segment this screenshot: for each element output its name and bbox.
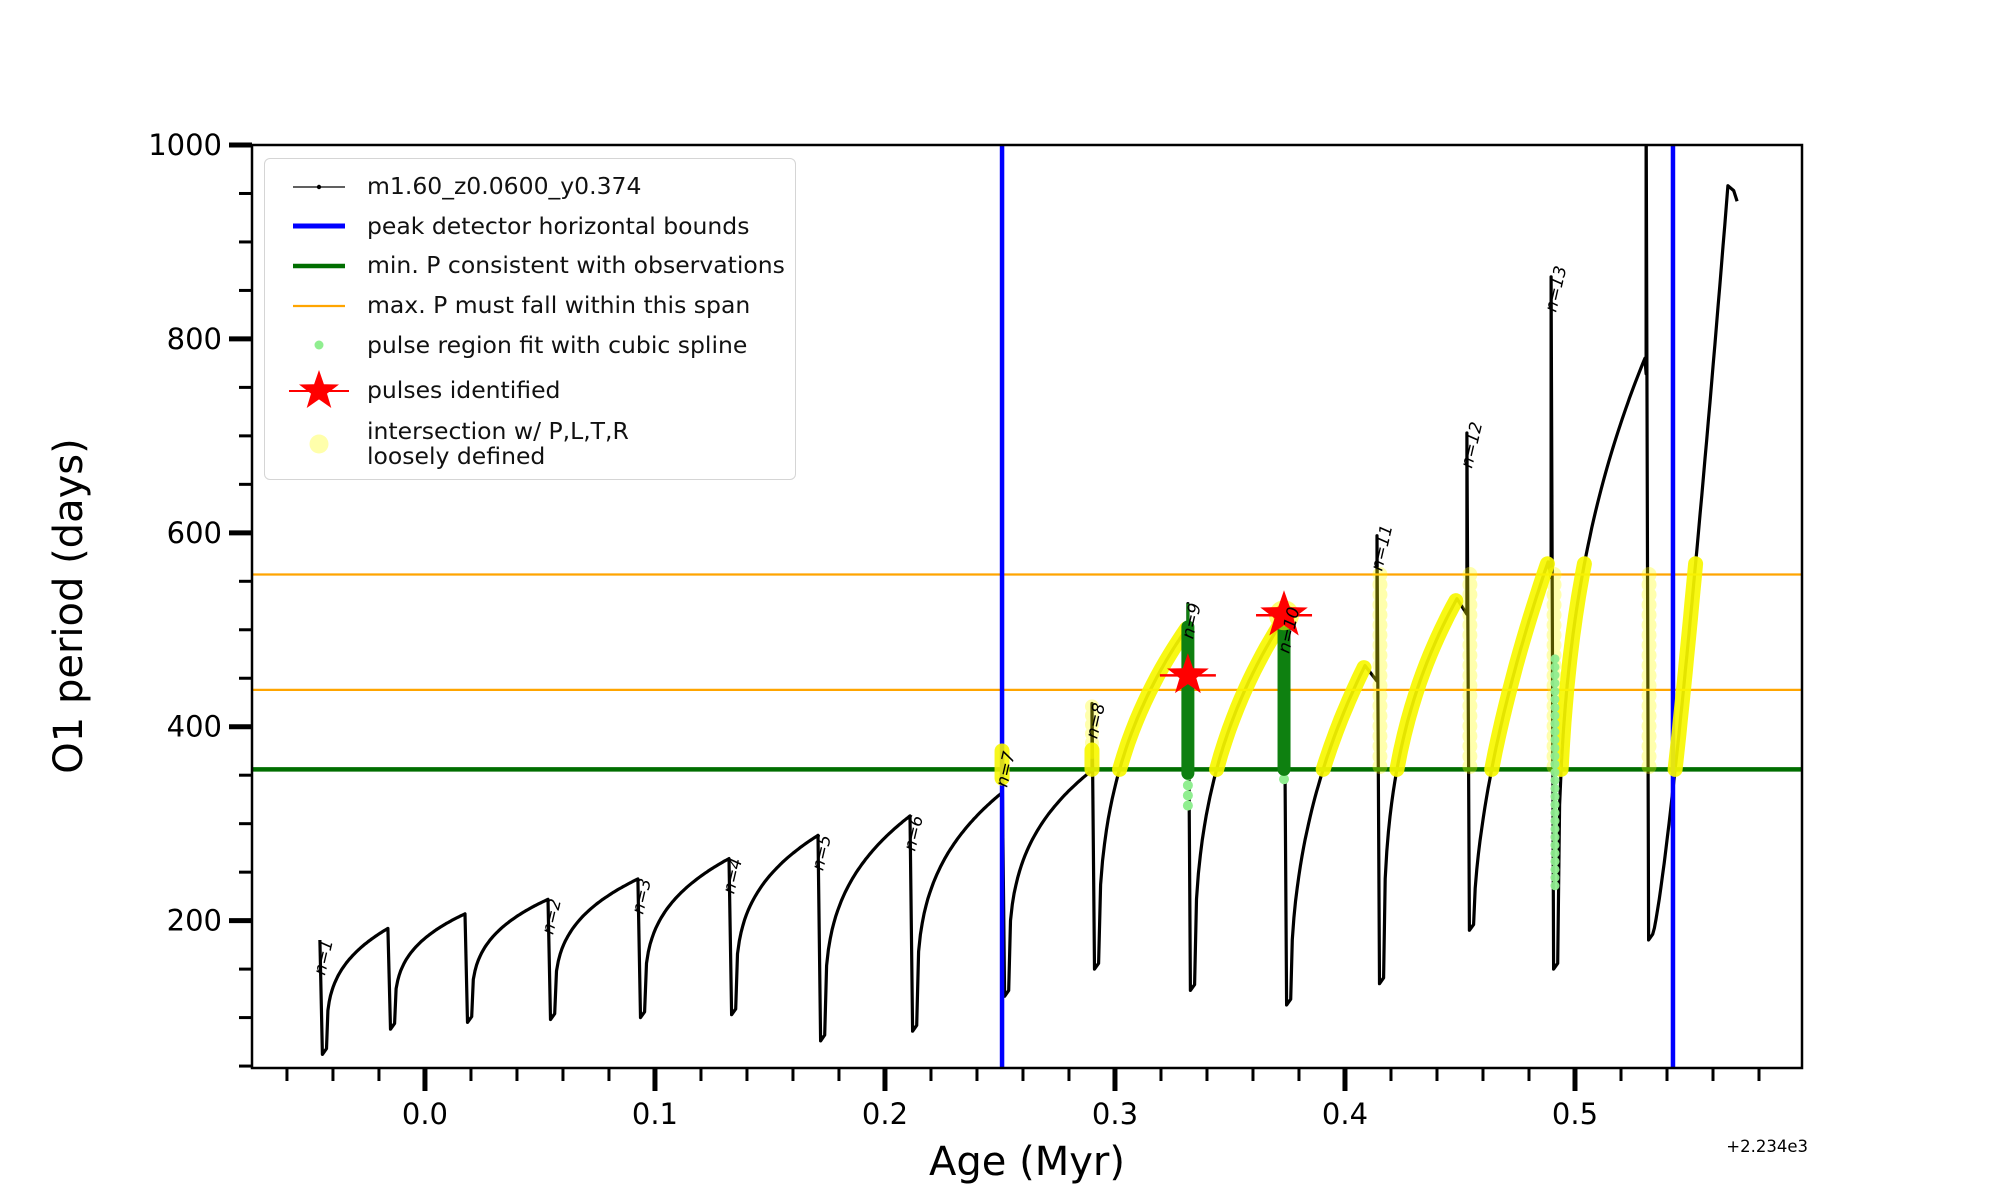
y-axis-label: O1 period (days) [46,438,92,773]
svg-text:600: 600 [167,516,222,550]
svg-text:n=12: n=12 [1457,420,1487,470]
legend-entry: peak detector horizontal bounds [271,208,785,244]
svg-text:0.5: 0.5 [1552,1097,1598,1131]
svg-text:0.4: 0.4 [1322,1097,1368,1131]
legend-entry: intersection w/ P,L,T,R loosely defined [271,416,785,470]
line-with-dot-marker-icon [293,184,345,189]
legend-entry-label: max. P must fall within this span [367,290,751,319]
axis-tick-labels: 0.0 0.1 0.2 0.3 0.4 0.5 200 400 600 800 1000 [148,128,1598,1131]
svg-text:0.2: 0.2 [862,1097,908,1131]
legend-entry: m1.60_z0.0600_y0.374 [271,169,785,205]
legend-entry: min. P consistent with observations [271,248,785,284]
legend-swatch-icon [293,304,345,307]
legend-swatch-icon [293,263,345,269]
x-axis-offset-text: +2.234e3 [1726,1137,1808,1156]
legend-entry: max. P must fall within this span [271,288,785,324]
svg-text:0.1: 0.1 [632,1097,678,1131]
svg-text:n=13: n=13 [1541,264,1571,314]
dot-marker-icon [309,434,329,454]
x-axis-label: Age (Myr) [929,1139,1125,1185]
legend-entry-label: intersection w/ P,L,T,R loosely defined [367,416,629,470]
intersection-markers [994,556,1704,786]
svg-text:0.0: 0.0 [402,1097,448,1131]
pulse-fit-columns [1181,603,1291,780]
svg-text:n=1: n=1 [310,938,338,977]
legend-entry-label: m1.60_z0.0600_y0.374 [367,171,642,200]
legend-entry: pulses identified [271,367,785,415]
pulse-region-spline-markers [1182,654,1560,897]
svg-text:n=9: n=9 [1178,601,1206,640]
svg-text:200: 200 [167,904,222,938]
plot-area: n=1n=2n=3n=4n=5 n=6n=7n=8n=9 n=10n=11n=12n… [252,145,1802,1068]
svg-text:1000: 1000 [148,128,222,162]
pulse-star-markers [1159,590,1313,694]
legend-entry-label: min. P consistent with observations [367,251,785,280]
legend-entry-label: pulse region fit with cubic spline [367,330,748,359]
svg-text:800: 800 [167,322,222,356]
axes-spines [250,143,1804,1070]
legend-swatch-icon [293,223,345,229]
legend-entry-label: peak detector horizontal bounds [367,211,750,240]
legend-entry: pulse region fit with cubic spline [271,327,785,363]
axis-ticks [229,142,1761,1091]
star-marker-icon [289,369,349,408]
svg-text:0.3: 0.3 [1092,1097,1138,1131]
peak-detector-bound-lines [999,145,1676,1068]
svg-text:400: 400 [167,710,222,744]
dot-marker-icon [314,340,324,350]
legend-entry-label: pulses identified [367,376,561,405]
svg-text:n=11: n=11 [1367,523,1397,573]
